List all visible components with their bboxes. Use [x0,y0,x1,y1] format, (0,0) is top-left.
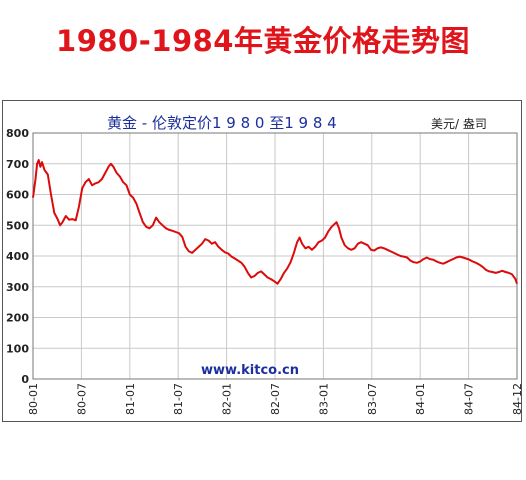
unit-label: 美元/ 盎司 [431,117,487,131]
x-tick-label: 80-01 [27,383,40,415]
x-tick-label: 84-01 [414,383,427,415]
plot-border [32,132,518,380]
x-tick-label: 84-12 [511,383,521,415]
y-tick-label: 500 [6,219,29,232]
x-axis-ticks: 80-01 80-07 81-01 81-07 82-01 82-07 83-01 83-07… [27,383,524,415]
y-tick-label: 0 [21,373,29,386]
y-tick-label: 100 [6,342,29,355]
y-tick-label: 700 [6,158,29,171]
grid [32,132,518,380]
x-tick-label: 81-07 [172,383,185,415]
x-tick-label: 81-01 [124,383,137,415]
chart-frame: 黄金 - 伦敦定价1 9 8 0 至1 9 8 4 美元/ 盎司 0 100 200… [2,100,524,422]
x-tick-label: 84-07 [463,383,476,415]
x-tick-label: 82-07 [269,383,282,415]
x-tick-label: 82-01 [221,383,234,415]
gold-price-chart: 黄金 - 伦敦定价1 9 8 0 至1 9 8 4 美元/ 盎司 0 100 200… [6,114,524,415]
price-line-series [32,159,518,285]
watermark: www.kitco.cn [201,363,299,378]
x-tick-label: 83-07 [366,383,379,415]
x-tick-label: 83-01 [317,383,330,415]
y-axis-ticks: 0 100 200 300 400 500 600 700 800 [6,127,29,386]
y-tick-label: 800 [6,127,29,140]
y-tick-label: 200 [6,312,29,325]
y-tick-label: 600 [6,189,29,202]
chart-title: 黄金 - 伦敦定价1 9 8 0 至1 9 8 4 [107,114,337,132]
page-title: 1980-1984年黄金价格走势图 [56,24,470,58]
x-tick-label: 80-07 [75,383,88,415]
y-tick-label: 400 [6,250,29,263]
y-tick-label: 300 [6,281,29,294]
